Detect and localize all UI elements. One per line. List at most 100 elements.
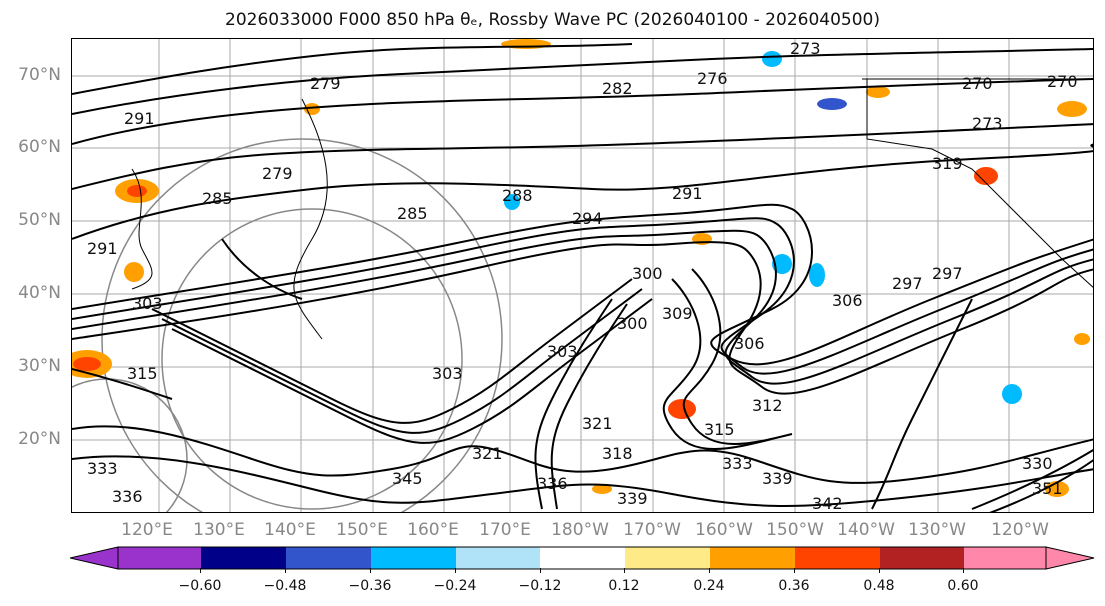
contour-label: 279	[310, 74, 341, 93]
contour-lines	[72, 43, 1093, 512]
colorbar-label: 0.48	[863, 578, 895, 594]
contour-label: 276	[697, 69, 728, 88]
contour-label: 315	[127, 364, 158, 383]
lat-label: 70°N	[18, 65, 61, 85]
contour-label: 336	[537, 474, 568, 493]
contour-label: 321	[472, 444, 503, 463]
contour-label: 291	[124, 109, 155, 128]
colorbar-label: 0.12	[608, 578, 640, 594]
anomaly-fills	[72, 39, 1090, 497]
colorbar-label: −0.48	[263, 578, 307, 594]
colorbar-label: −0.60	[178, 578, 222, 594]
colorbar-tick	[879, 568, 880, 573]
lon-label: 120°E	[121, 520, 173, 540]
colorbar-label: −0.36	[348, 578, 392, 594]
contour-label: 273	[972, 114, 1003, 133]
lon-label: 170°W	[623, 520, 681, 540]
lon-label: 130°E	[193, 520, 245, 540]
lon-label: 150°E	[336, 520, 388, 540]
colorbar-tick	[370, 568, 371, 573]
colorbar-segment	[286, 547, 371, 569]
map-canvas: 273 279 291 276 282 270 270 273 279 285 …	[72, 39, 1093, 512]
lon-label: 160°E	[407, 520, 459, 540]
contour-label: 319	[932, 154, 963, 173]
lat-label: 20°N	[18, 429, 61, 449]
lon-label: 140°E	[264, 520, 316, 540]
colorbar-segment	[118, 547, 201, 569]
contour-label: 282	[602, 79, 633, 98]
contour-label: 303	[547, 342, 578, 361]
lon-label: 120°W	[991, 520, 1049, 540]
colorbar-segment	[540, 547, 625, 569]
contour-label: 273	[790, 39, 821, 58]
colorbar-tick	[540, 568, 541, 573]
colorbar-segment	[880, 547, 964, 569]
contour-label: 288	[502, 186, 533, 205]
contour-label: 300	[617, 314, 648, 333]
contour-label: 309	[662, 304, 693, 323]
colorbar-tick	[285, 568, 286, 573]
contour-label: 330	[1022, 454, 1053, 473]
colorbar-label: −0.12	[518, 578, 562, 594]
contour-label: 294	[572, 209, 603, 228]
colorbar-tick	[963, 568, 964, 573]
contour-label: 321	[582, 414, 613, 433]
contour-label: 336	[112, 487, 143, 506]
contour-label: 297	[932, 264, 963, 283]
lat-label: 50°N	[18, 210, 61, 230]
lon-label: 150°W	[766, 520, 824, 540]
colorbar-segment	[70, 547, 118, 569]
colorbar-segment	[625, 547, 710, 569]
contour-label: 285	[397, 204, 428, 223]
lat-label: 60°N	[18, 137, 61, 157]
contour-label: 339	[617, 489, 648, 508]
contour-label: 291	[87, 239, 118, 258]
contour-label: 291	[672, 184, 703, 203]
lon-label: 140°W	[837, 520, 895, 540]
contour-label: 303	[132, 294, 163, 313]
contour-label: 297	[892, 274, 923, 293]
colorbar-segment	[795, 547, 880, 569]
lon-label: 160°W	[695, 520, 753, 540]
lat-label: 30°N	[18, 356, 61, 376]
graticule	[72, 39, 1093, 512]
colorbar-tick	[455, 568, 456, 573]
contour-label: 306	[734, 334, 765, 353]
colorbar-label: 0.60	[947, 578, 979, 594]
contour-label: 270	[1047, 72, 1078, 91]
contour-label-group: 273 279 291 276 282 270 270 273 279 285 …	[87, 39, 1078, 512]
colorbar-label: 0.24	[693, 578, 725, 594]
map-title: 2026033000 F000 850 hPa θₑ, Rossby Wave …	[225, 10, 880, 30]
colorbar-segments	[70, 547, 1094, 569]
colorbar-tick	[794, 568, 795, 573]
lon-label: 180°W	[551, 520, 609, 540]
contour-label: 351	[1032, 479, 1063, 498]
colorbar	[70, 546, 1095, 570]
contour-label: 279	[262, 164, 293, 183]
colorbar-tick	[624, 568, 625, 573]
contour-label: 303	[432, 364, 463, 383]
contour-label: 345	[392, 469, 423, 488]
coastlines	[131, 78, 1093, 340]
colorbar-segment	[371, 547, 456, 569]
contour-label: 333	[87, 459, 118, 478]
lat-label: 40°N	[18, 283, 61, 303]
lon-label: 170°E	[479, 520, 531, 540]
colorbar-tick	[709, 568, 710, 573]
colorbar-segment	[964, 547, 1046, 569]
contour-label: 285	[202, 189, 233, 208]
contour-label: 306	[832, 291, 863, 310]
map-panel: 273 279 291 276 282 270 270 273 279 285 …	[71, 38, 1094, 513]
colorbar-label: 0.36	[778, 578, 810, 594]
colorbar-frame	[117, 546, 1047, 570]
colorbar-tick	[200, 568, 201, 573]
colorbar-segment	[456, 547, 540, 569]
colorbar-segment	[201, 547, 286, 569]
contour-label: 270	[962, 74, 993, 93]
colorbar-segment	[1046, 547, 1094, 569]
colorbar-label: −0.24	[433, 578, 477, 594]
contour-label: 312	[752, 396, 783, 415]
contour-label: 300	[632, 264, 663, 283]
contour-label: 339	[762, 469, 793, 488]
lon-label: 130°W	[908, 520, 966, 540]
